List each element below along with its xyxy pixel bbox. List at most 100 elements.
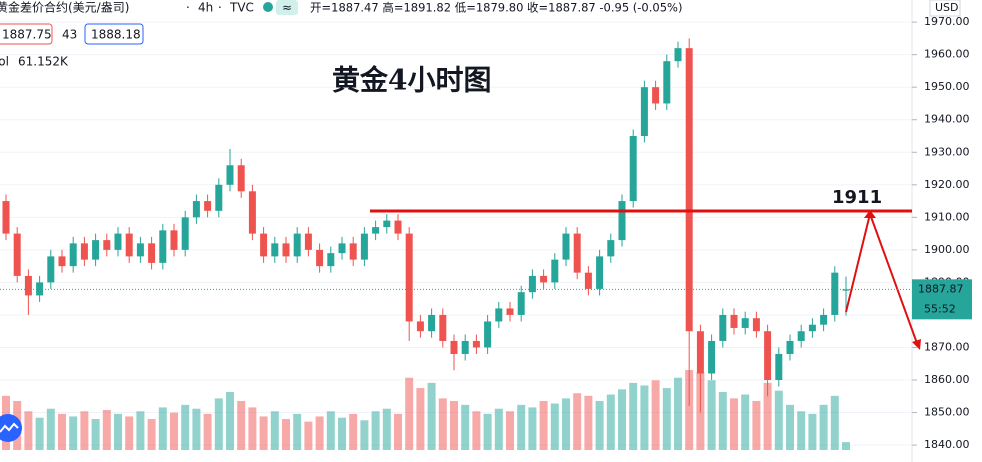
y-tick-label: 1840.00 (924, 438, 970, 451)
candle-body (349, 243, 357, 260)
volume-bar (629, 382, 638, 450)
candle-body (797, 331, 805, 341)
volume-bar (830, 395, 839, 450)
volume-bar (226, 391, 234, 450)
ohlc: 开=1887.47 高=1891.82 低=1879.80 收=1887.87 … (310, 1, 682, 15)
volume-bar (58, 413, 66, 450)
volume-bar (584, 395, 593, 450)
arrow-head (912, 339, 921, 350)
volume-bar (237, 400, 246, 450)
candle-body (360, 233, 368, 260)
volume-bar (842, 442, 850, 450)
buy-box[interactable] (84, 23, 144, 45)
y-tick-label: 1970.00 (924, 15, 970, 28)
candle-body (327, 253, 335, 267)
volume-bar (752, 400, 761, 450)
candle-body (192, 201, 200, 218)
chart-title: 黄金4小时图 (332, 64, 491, 97)
y-tick-label: 1960.00 (924, 48, 970, 61)
volume-bar (170, 412, 178, 450)
volume-bar (326, 411, 335, 450)
candle-body (136, 243, 144, 257)
volume-bar (797, 411, 806, 450)
candle-body (764, 331, 772, 381)
candle-body (741, 318, 749, 328)
candle-body (13, 233, 21, 276)
volume-bar (293, 413, 302, 450)
candle-body (551, 259, 559, 283)
candle-body (719, 314, 727, 341)
volume-bar (147, 419, 156, 450)
volume-bar (214, 398, 223, 450)
volume-bar (427, 382, 436, 450)
volume-bar (674, 377, 682, 450)
volume-bar (102, 410, 111, 450)
sell-box[interactable] (0, 23, 53, 45)
status-dot (263, 2, 273, 12)
candle-body (304, 233, 312, 250)
y-tick-label: 1950.00 (924, 80, 970, 93)
candle-body (618, 201, 626, 241)
dot: · (186, 1, 190, 15)
candle-body (484, 321, 492, 348)
candle-body (842, 289, 850, 291)
candle-body (204, 201, 212, 211)
candle-body (248, 191, 256, 234)
candle-body (472, 340, 480, 348)
candle-body (607, 240, 615, 257)
volume-bar (819, 404, 828, 450)
badge (276, 0, 298, 15)
sell-price[interactable]: 1887.75 (2, 28, 52, 42)
candle-body (696, 331, 704, 374)
buy-price[interactable]: 1888.18 (91, 28, 141, 42)
volume-bar (786, 404, 794, 450)
candle-body (517, 292, 525, 315)
candle-body (831, 272, 839, 315)
volume-bar (573, 393, 582, 450)
candle-body (685, 48, 693, 332)
badge-icon: ≈ (282, 1, 292, 15)
volume-bar (550, 403, 559, 450)
candle-body (596, 256, 604, 289)
annotation: 1911 (832, 187, 882, 208)
candle-body (271, 243, 279, 257)
currency-box (929, 0, 961, 17)
volume-bar (405, 377, 414, 450)
volume-bar (774, 390, 783, 450)
volume-label: Vol (0, 55, 9, 69)
volume-bar (46, 408, 55, 450)
volume-bar (539, 400, 548, 450)
volume-bar (394, 413, 402, 450)
volume-bar (472, 411, 481, 450)
spread: 43 (62, 28, 77, 42)
last-price-label: 1887.87 (918, 282, 964, 295)
volume-bar (438, 398, 447, 450)
candle-body (506, 308, 514, 315)
candle-body (103, 240, 111, 250)
y-tick-label: 1870.00 (924, 340, 970, 353)
y-tick-label: 1910.00 (924, 210, 970, 223)
candle-body (820, 314, 828, 325)
candle-body (338, 243, 346, 254)
volume-bar (338, 417, 346, 450)
candle-body (47, 256, 55, 283)
candle-body (293, 233, 301, 257)
candle-body (159, 230, 167, 263)
volume-bar (494, 408, 503, 450)
volume-bar (718, 391, 727, 450)
y-tick-label: 1900.00 (924, 243, 970, 256)
volume-bar (304, 421, 313, 450)
volume-bar (360, 420, 369, 450)
volume-bar (282, 419, 290, 450)
volume-bar (248, 407, 257, 450)
volume-bar (24, 411, 33, 450)
candle-body (226, 165, 234, 185)
candle-body (316, 249, 324, 267)
y-tick-label: 1850.00 (924, 406, 970, 419)
candle-body (405, 233, 413, 322)
source: TVC (229, 1, 254, 15)
volume-bar (606, 394, 615, 450)
candle-body (808, 324, 816, 332)
currency: USD (935, 1, 959, 14)
